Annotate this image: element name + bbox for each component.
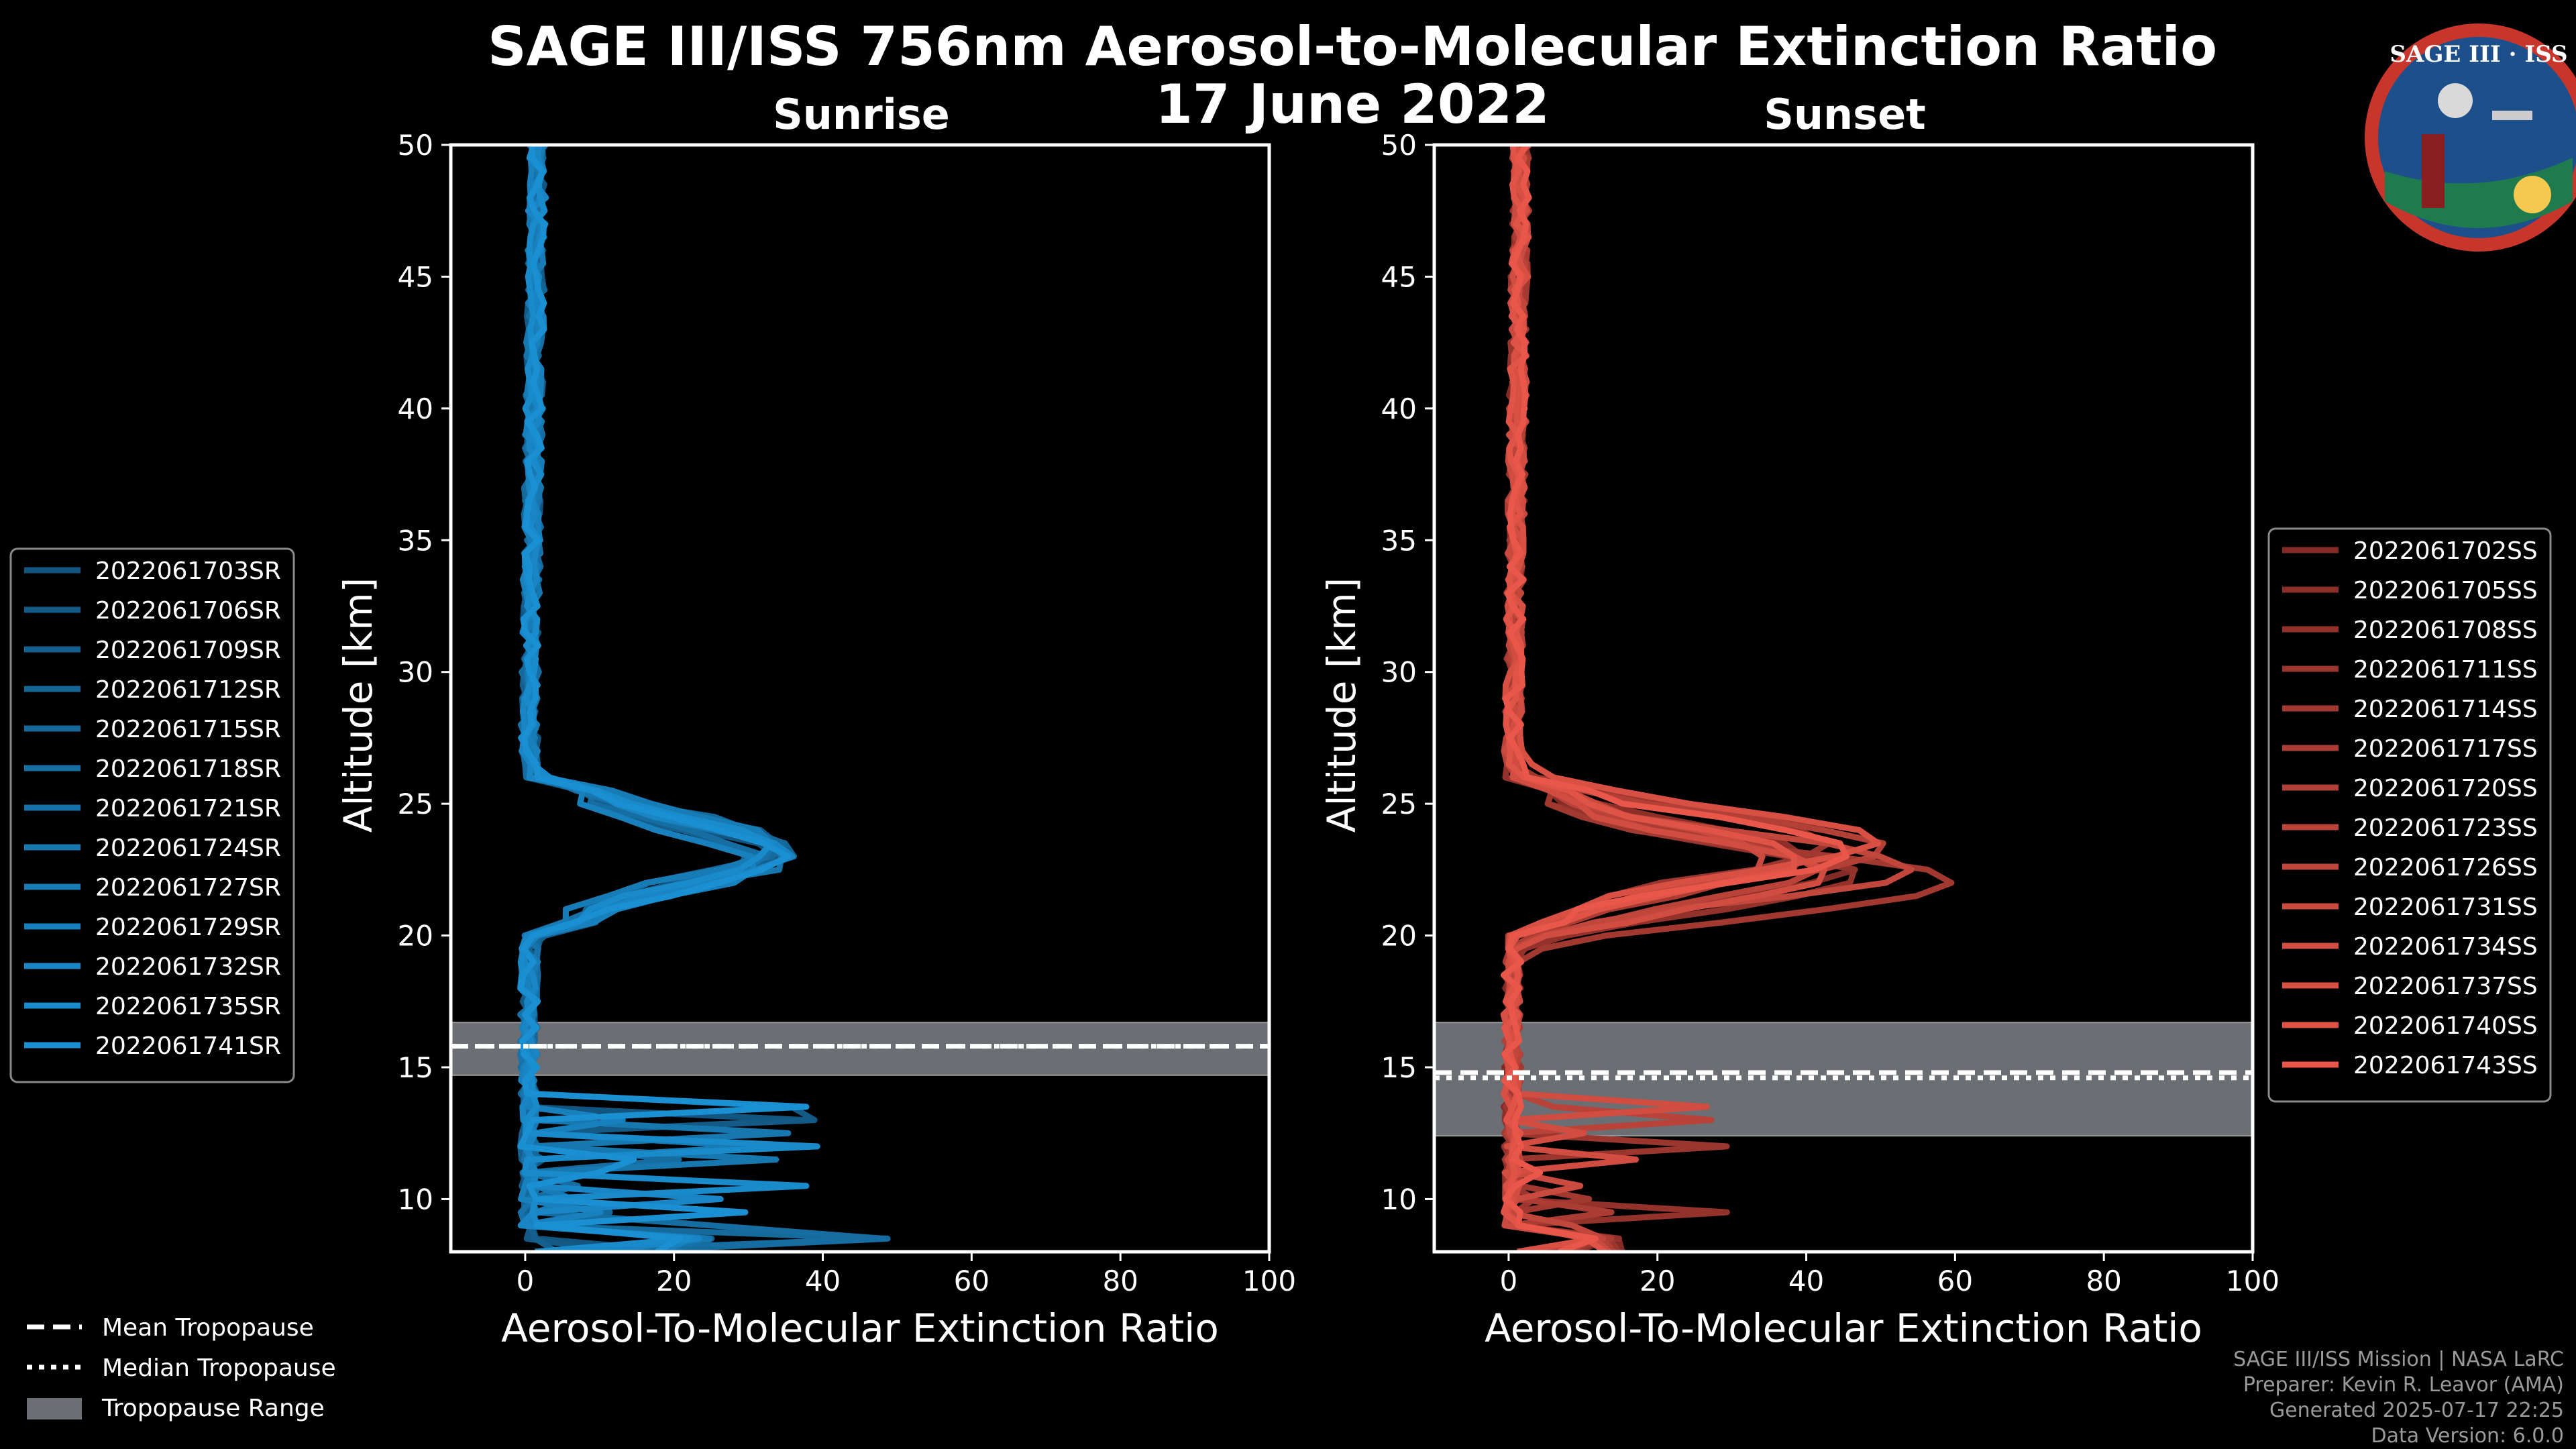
y-tick-label: 40 — [1381, 392, 1417, 425]
x-tick-label: 80 — [1102, 1265, 1138, 1297]
legend-label: 2022061711SS — [2353, 656, 2538, 684]
y-tick-label: 20 — [1381, 920, 1417, 953]
legend-label: 2022061717SS — [2353, 735, 2538, 763]
x-tick-label: 40 — [805, 1265, 841, 1297]
credit-preparer: Preparer: Kevin R. Leavor (AMA) — [2243, 1373, 2564, 1397]
legend-label: 2022061732SR — [95, 953, 281, 981]
profile-line-2022061735SR — [517, 145, 820, 1252]
plot-frame — [1432, 143, 2255, 1254]
legend-label: 2022061712SR — [95, 676, 281, 704]
legend-label: 2022061726SS — [2353, 854, 2538, 881]
legend-box — [2267, 527, 2552, 1103]
profile-line-2022061741SR — [517, 145, 810, 1252]
legend-label: 2022061706SR — [95, 597, 281, 625]
sage-logo: SAGE III · ISS — [2365, 23, 2576, 252]
x-tick-label: 80 — [2086, 1265, 2121, 1297]
legend-label: 2022061735SR — [95, 993, 281, 1020]
legend-label: 2022061723SS — [2353, 814, 2538, 842]
legend-label: 2022061718SR — [95, 755, 281, 783]
sunrise-panel: 0 20 40 60 80 100 10 15 20 25 30 35 40 45 50 Aerosol-To… — [335, 129, 1296, 1351]
x-tick-label: 0 — [517, 1265, 535, 1297]
y-tick-label: 20 — [398, 920, 433, 953]
sunset-panel-title: Sunset — [1764, 90, 1926, 139]
y-tick-label: 35 — [1381, 524, 1417, 557]
y-tick-label: 45 — [1381, 260, 1417, 293]
legend-label: 2022061714SS — [2353, 696, 2538, 723]
sun-icon — [2514, 176, 2551, 213]
profile-lines — [1500, 145, 1955, 1252]
x-tick-label: 100 — [2226, 1265, 2279, 1297]
tropopause-range-label: Tropopause Range — [101, 1395, 325, 1422]
profile-lines — [517, 145, 891, 1252]
sunrise-legend: 2022061703SR 2022061706SR 2022061709SR 2022… — [9, 547, 295, 1083]
sunset-panel: 0 20 40 60 80 100 10 15 20 25 30 35 40 45 50 Aerosol-To… — [1319, 129, 2279, 1351]
astronomer-figure-icon — [2422, 134, 2445, 208]
plot-frame — [449, 143, 1271, 1254]
y-tick-label: 45 — [398, 260, 433, 293]
x-tick-label: 0 — [1500, 1265, 1518, 1297]
legend-label: 2022061737SS — [2353, 973, 2538, 1000]
x-tick-label: 60 — [1937, 1265, 1973, 1297]
y-axis-label: Altitude [km] — [1319, 578, 1364, 833]
x-axis-label: Aerosol-To-Molecular Extinction Ratio — [1485, 1305, 2202, 1351]
legend-label: 2022061703SR — [95, 557, 281, 585]
y-tick-label: 30 — [398, 656, 433, 689]
y-tick-label: 15 — [1381, 1051, 1417, 1084]
legend-label: 2022061709SR — [95, 637, 281, 664]
y-tick-label: 25 — [1381, 788, 1417, 820]
y-tick-label: 10 — [1381, 1183, 1417, 1216]
legend-label: 2022061720SS — [2353, 775, 2538, 802]
x-tick-label: 60 — [954, 1265, 989, 1297]
y-tick-label: 50 — [1381, 129, 1417, 162]
x-tick-label: 40 — [1788, 1265, 1824, 1297]
legend-label: 2022061715SR — [95, 716, 281, 743]
y-tick-label: 30 — [1381, 656, 1417, 689]
logo-text: SAGE III · ISS — [2390, 41, 2567, 68]
x-tick-label: 20 — [1640, 1265, 1675, 1297]
x-axis-label: Aerosol-To-Molecular Extinction Ratio — [501, 1305, 1219, 1351]
credit-data-version: Data Version: 6.0.0 — [2371, 1424, 2564, 1448]
credits: SAGE III/ISS Mission | NASA LaRC Prepare… — [2233, 1348, 2564, 1448]
legend-label: 2022061740SS — [2353, 1012, 2538, 1040]
legend-label: 2022061729SR — [95, 914, 281, 941]
tropopause-range-band — [450, 1022, 1270, 1076]
median-tropopause-label: Median Tropopause — [102, 1354, 336, 1382]
legend-label: 2022061724SR — [95, 835, 281, 862]
legend-label: 2022061743SS — [2353, 1052, 2538, 1079]
y-tick-label: 10 — [398, 1183, 433, 1216]
x-tick-label: 20 — [656, 1265, 692, 1297]
legend-label: 2022061734SS — [2353, 933, 2538, 961]
legend-label: 2022061702SS — [2353, 537, 2538, 565]
sunset-legend: 2022061702SS 2022061705SS 2022061708SS 2022… — [2267, 527, 2552, 1103]
legend-label: 2022061721SR — [95, 795, 281, 822]
legend-label: 2022061741SR — [95, 1032, 281, 1060]
plot-area — [451, 145, 1269, 1252]
tropopause-range-swatch — [27, 1398, 82, 1419]
y-tick-label: 40 — [398, 392, 433, 425]
figure-date: 17 June 2022 — [1155, 73, 1550, 136]
y-tick-label: 25 — [398, 788, 433, 820]
iss-icon — [2492, 111, 2532, 120]
legend-label: 2022061727SR — [95, 874, 281, 902]
tropopause-legend: Mean Tropopause Median Tropopause Tropop… — [27, 1314, 336, 1422]
legend-label: 2022061708SS — [2353, 616, 2538, 644]
moon-icon — [2438, 83, 2473, 118]
y-tick-label: 15 — [398, 1051, 433, 1084]
y-axis-label: Altitude [km] — [335, 578, 381, 833]
mean-tropopause-label: Mean Tropopause — [102, 1314, 314, 1342]
credit-generated: Generated 2025-07-17 22:25 — [2269, 1399, 2564, 1422]
sunrise-panel-title: Sunrise — [773, 90, 950, 139]
credit-mission: SAGE III/ISS Mission | NASA LaRC — [2233, 1348, 2564, 1371]
y-tick-label: 35 — [398, 524, 433, 557]
profile-line-2022061743SS — [1501, 145, 1849, 1252]
legend-label: 2022061705SS — [2353, 577, 2538, 604]
x-tick-label: 100 — [1242, 1265, 1296, 1297]
y-tick-label: 50 — [398, 129, 433, 162]
figure-title: SAGE III/ISS 756nm Aerosol-to-Molecular … — [488, 15, 2217, 78]
legend-box — [9, 547, 295, 1083]
legend-label: 2022061731SS — [2353, 894, 2538, 921]
